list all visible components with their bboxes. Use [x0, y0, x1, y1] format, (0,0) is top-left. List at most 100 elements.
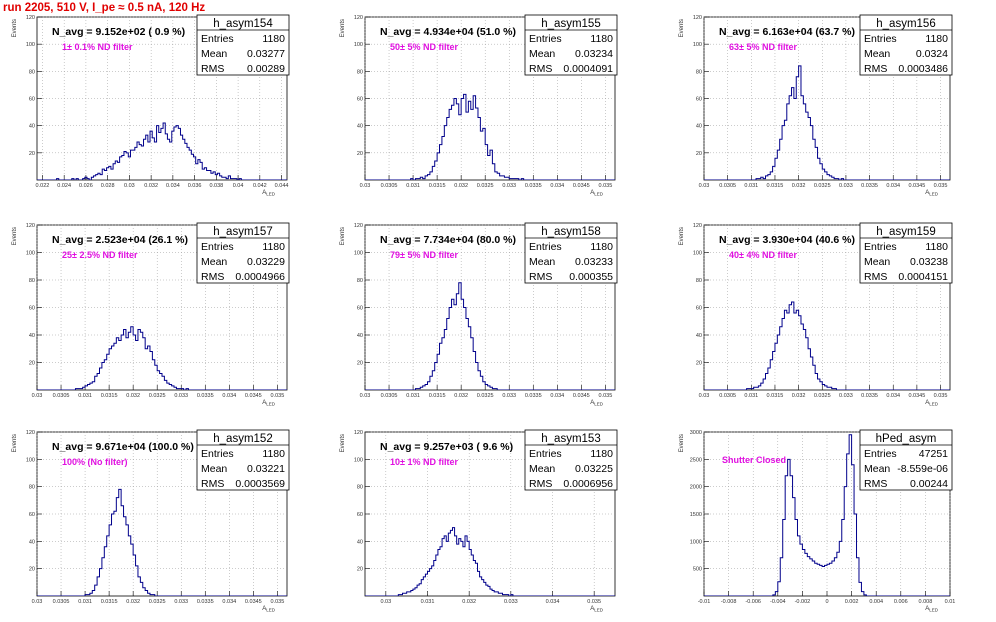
x-tick-label: 0.032	[462, 599, 476, 605]
x-tick-label: 0.031	[421, 599, 435, 605]
x-axis-label: ALED	[925, 190, 939, 197]
stats-value: 1180	[262, 241, 285, 253]
y-tick-label: 500	[693, 567, 702, 573]
x-tick-label: 0.034	[166, 183, 180, 189]
stats-box: h_asym158 Entries 1180 Mean 0.03233 RMS 0.0003…	[524, 222, 618, 284]
filter-annotation: 10± 1% ND filter	[390, 457, 458, 467]
y-tick-label: 20	[357, 151, 363, 157]
y-tick-label: 60	[29, 512, 35, 518]
stats-label: RMS	[201, 63, 224, 75]
y-tick-label: 60	[29, 97, 35, 103]
histogram-name: h_asym154	[213, 18, 273, 30]
x-tick-label: 0.033	[839, 393, 853, 399]
x-tick-label: -0.006	[745, 599, 761, 605]
x-tick-label: 0.032	[126, 599, 140, 605]
y-tick-label: 20	[357, 567, 363, 573]
x-tick-label: 0.0325	[477, 393, 494, 399]
x-tick-label: 0.031	[744, 393, 758, 399]
x-tick-label: 0.0335	[525, 183, 542, 189]
x-tick-label: 0.03	[124, 183, 135, 189]
x-tick-label: 0.033	[174, 599, 188, 605]
y-tick-label: 60	[357, 512, 363, 518]
stats-box: h_asym159 Entries 1180 Mean 0.03238 RMS 0.0004…	[859, 222, 953, 284]
x-tick-label: 0.026	[79, 183, 93, 189]
y-axis-label: Events	[679, 227, 685, 245]
x-tick-label: 0.0335	[861, 393, 878, 399]
stats-box-frame	[524, 14, 618, 76]
stats-label: Entries	[529, 448, 562, 460]
stats-label: Mean	[864, 463, 890, 475]
x-tick-label: 0.033	[502, 183, 516, 189]
y-tick-label: 1000	[690, 539, 702, 545]
x-tick-label: 0.034	[546, 599, 560, 605]
x-tick-label: 0.03	[32, 393, 43, 399]
x-tick-label: 0.0315	[767, 393, 784, 399]
x-tick-label: 0.008	[919, 599, 933, 605]
stats-label: RMS	[864, 271, 887, 283]
stats-value: 1180	[590, 448, 613, 460]
stats-value: 1180	[590, 33, 613, 45]
x-tick-label: 0.031	[406, 183, 420, 189]
stats-label: Entries	[864, 33, 897, 45]
x-tick-label: 0	[825, 599, 828, 605]
x-tick-label: -0.002	[795, 599, 811, 605]
histogram-series	[365, 93, 615, 180]
x-axis-label: ALED	[590, 190, 604, 197]
x-axis-label: ALED	[262, 400, 276, 407]
filter-annotation: 50± 5% ND filter	[390, 42, 458, 52]
stats-box-frame	[859, 222, 953, 284]
y-tick-label: 80	[696, 278, 702, 284]
y-tick-label: 40	[357, 333, 363, 339]
stats-label: Mean	[201, 48, 227, 60]
y-tick-label: 100	[354, 457, 363, 463]
y-axis-label: Events	[340, 227, 346, 245]
y-tick-label: 60	[29, 306, 35, 312]
y-tick-label: 20	[29, 567, 35, 573]
stats-label: Mean	[529, 256, 555, 268]
x-tick-label: 0.031	[78, 599, 92, 605]
x-tick-label: 0.006	[894, 599, 908, 605]
x-tick-label: 0.035	[271, 599, 285, 605]
x-tick-label: 0.022	[36, 183, 50, 189]
x-tick-label: 0.0345	[573, 183, 590, 189]
stats-label: Mean	[529, 463, 555, 475]
stats-value: 0.03221	[247, 463, 285, 475]
x-tick-label: 0.03	[360, 183, 371, 189]
stats-value: 1180	[925, 241, 948, 253]
x-tick-label: 0.0325	[149, 599, 166, 605]
x-axis-label: ALED	[590, 400, 604, 407]
stats-value: 0.0006956	[563, 478, 613, 490]
y-axis-label: Events	[340, 19, 346, 37]
y-tick-label: 100	[693, 42, 702, 48]
stats-value: 0.0324	[916, 48, 948, 60]
x-tick-label: 0.035	[934, 393, 948, 399]
x-tick-label: 0.0325	[149, 393, 166, 399]
y-axis-label: Events	[679, 434, 685, 452]
stats-value: 0.0004151	[898, 271, 948, 283]
stats-box: h_asym156 Entries 1180 Mean 0.0324 RMS 0.00034…	[859, 14, 953, 76]
histogram-series	[37, 326, 287, 390]
stats-value: 0.03229	[247, 256, 285, 268]
x-tick-label: 0.033	[502, 393, 516, 399]
stats-label: Mean	[201, 463, 227, 475]
y-tick-label: 2500	[690, 457, 702, 463]
stats-box-frame	[524, 222, 618, 284]
x-tick-label: 0.035	[271, 393, 285, 399]
x-tick-label: 0.0335	[197, 599, 214, 605]
y-tick-label: 100	[693, 251, 702, 257]
y-tick-label: 80	[696, 69, 702, 75]
n-avg-label: N_avg = 3.930e+04 (40.6 %)	[719, 234, 855, 246]
x-tick-label: 0.033	[504, 599, 518, 605]
x-tick-label: 0.033	[174, 393, 188, 399]
y-tick-label: 100	[26, 457, 35, 463]
x-tick-label: 0.032	[792, 183, 806, 189]
y-tick-label: 80	[357, 69, 363, 75]
filter-annotation: 100% (No filter)	[62, 457, 128, 467]
x-tick-label: 0.032	[454, 183, 468, 189]
histogram-series	[37, 122, 287, 180]
x-tick-label: 0.002	[845, 599, 859, 605]
stats-value: 0.000355	[569, 271, 613, 283]
stats-value: 1180	[262, 33, 285, 45]
x-tick-label: 0.034	[222, 393, 236, 399]
